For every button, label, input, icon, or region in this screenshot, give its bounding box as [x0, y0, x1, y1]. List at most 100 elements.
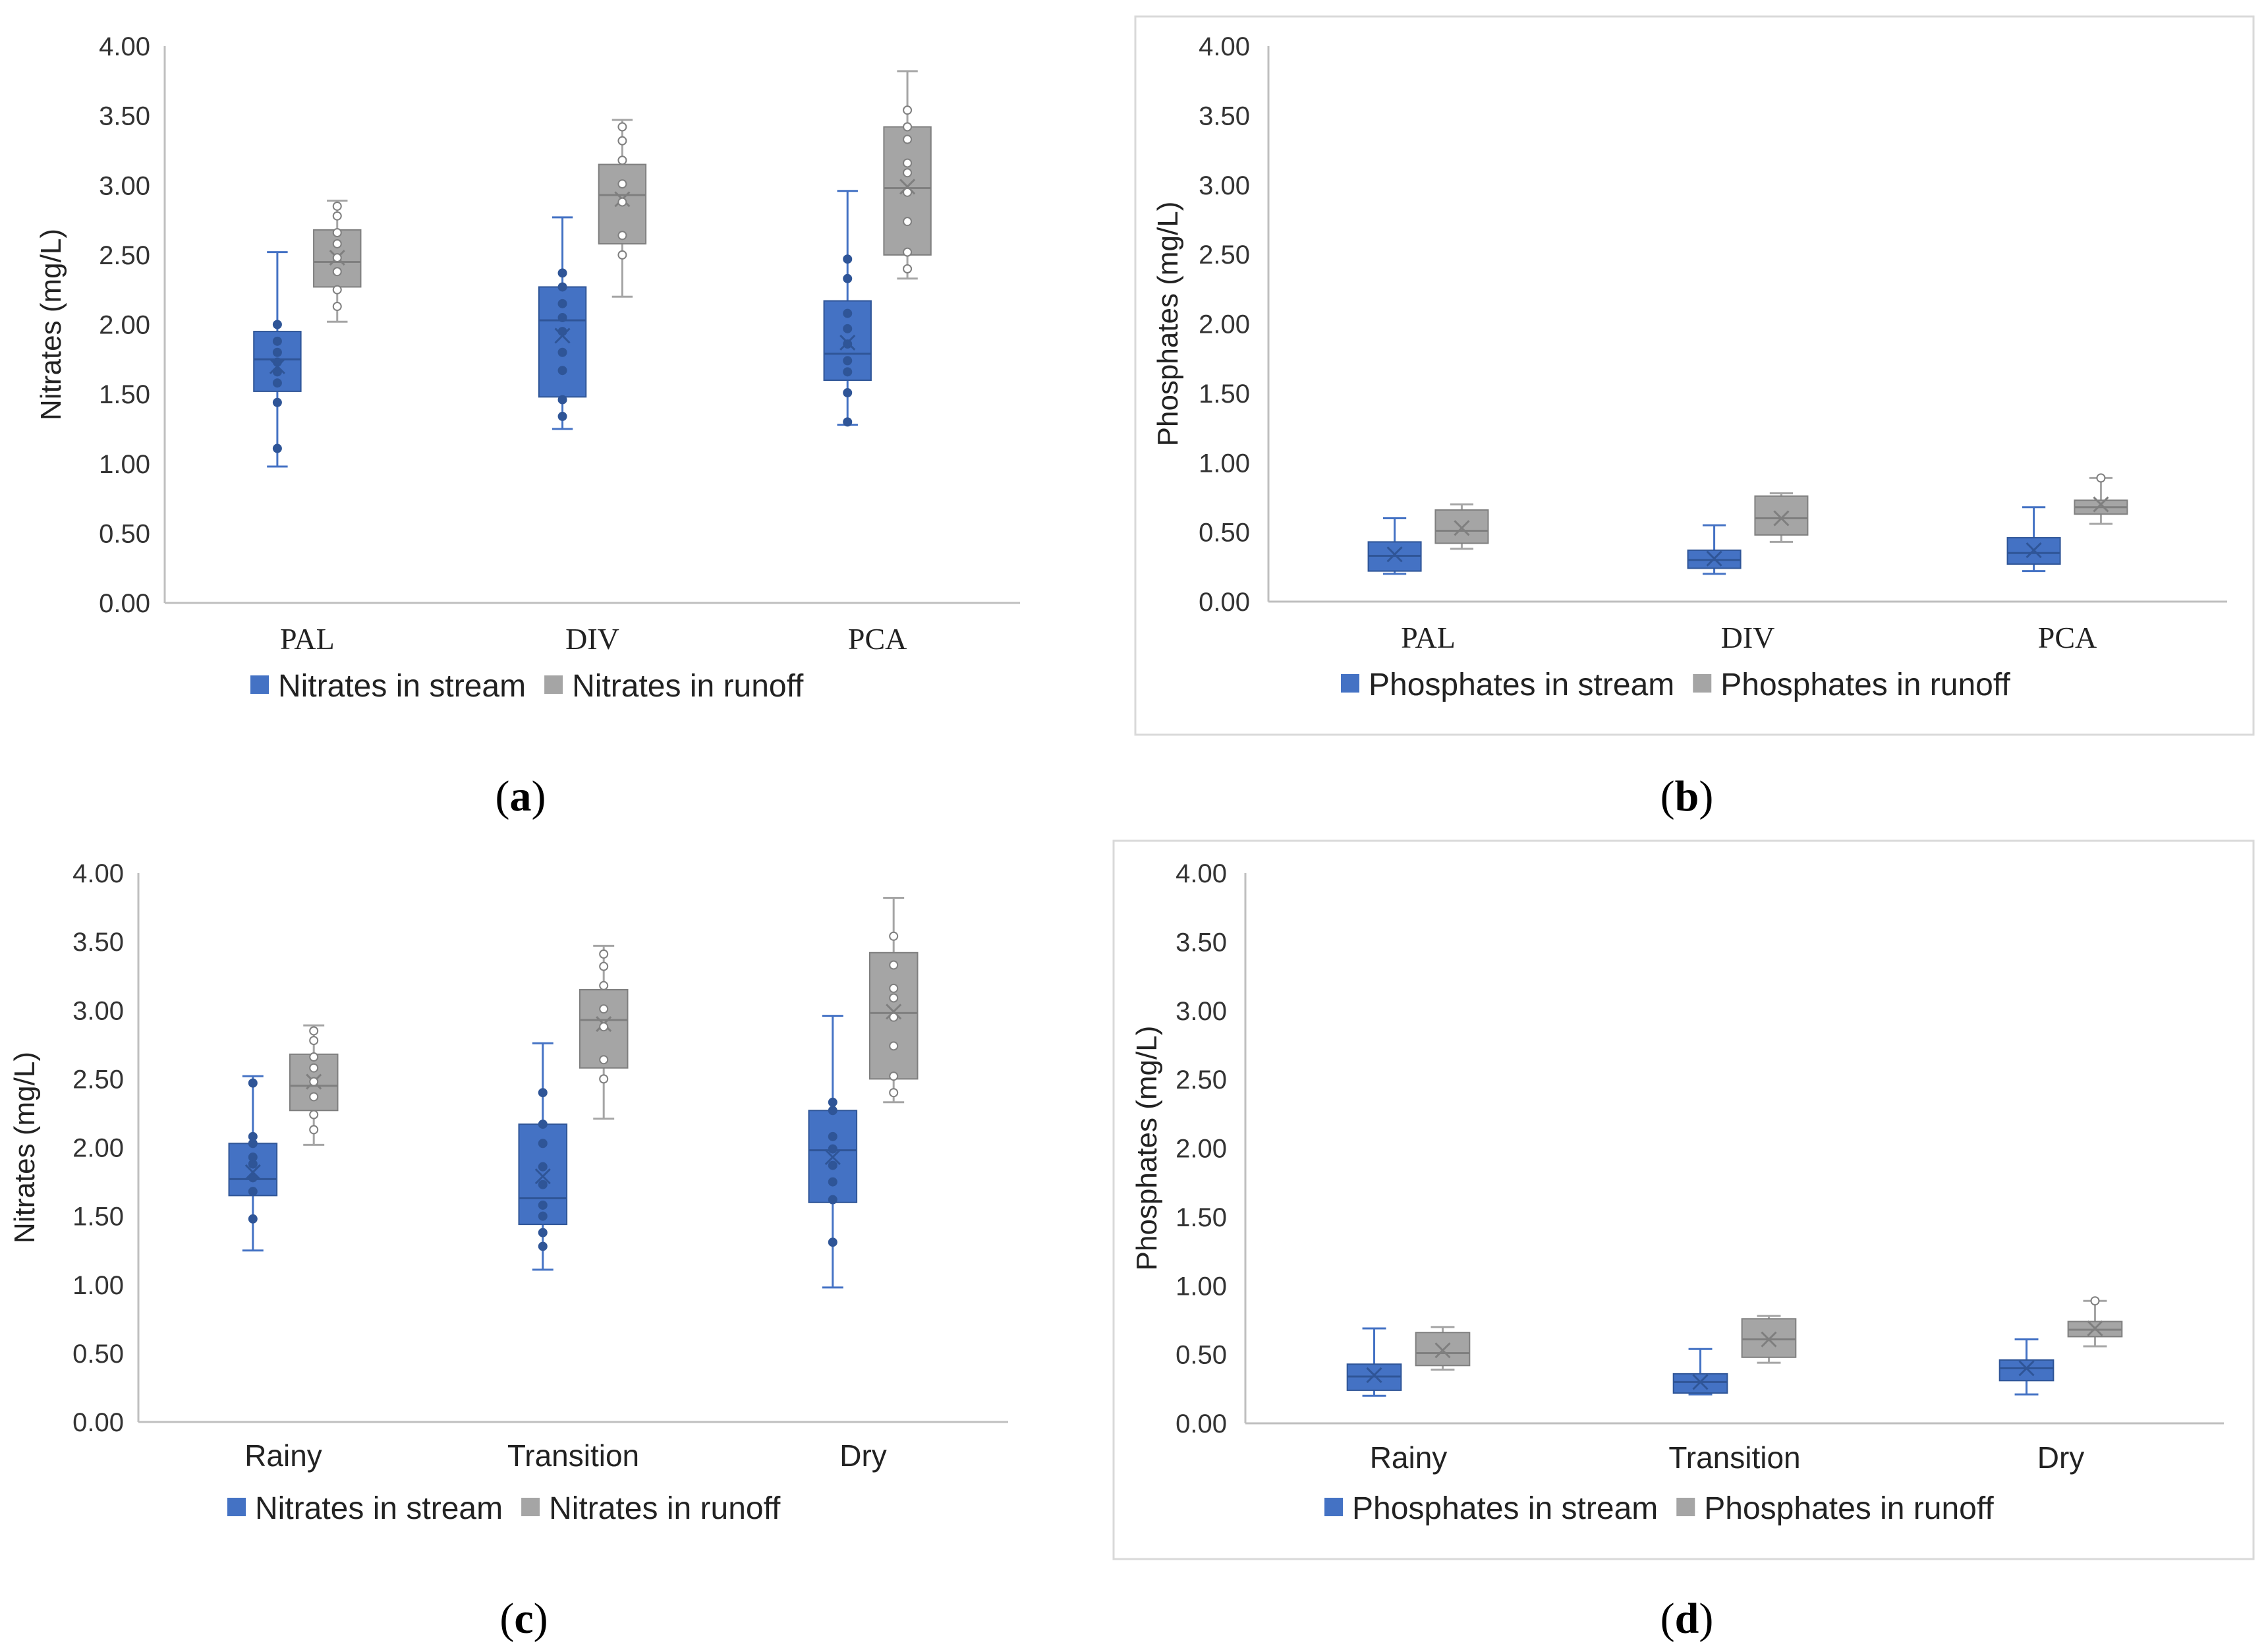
data-point — [309, 1026, 319, 1036]
data-point — [248, 1152, 258, 1162]
y-axis-title: Nitrates (mg/L) — [35, 229, 67, 420]
data-point — [272, 336, 282, 346]
data-point — [332, 267, 342, 277]
legend-label: Nitrates in runoff — [549, 1491, 781, 1526]
data-point — [248, 1173, 258, 1183]
y-axis-title: Phosphates (mg/L) — [1131, 1026, 1163, 1271]
legend-swatch — [544, 675, 563, 694]
y-tick-label: 2.50 — [1199, 241, 1250, 270]
panel-caption: (b) — [1660, 772, 1714, 820]
data-point — [272, 397, 282, 407]
data-point — [332, 285, 342, 295]
legend-label: Phosphates in stream — [1369, 668, 1674, 702]
data-point — [309, 1110, 319, 1120]
y-tick-label: 2.50 — [72, 1065, 124, 1094]
data-point — [828, 1144, 837, 1154]
y-tick-label: 2.00 — [1176, 1135, 1227, 1164]
category-label: Dry — [2037, 1440, 2085, 1475]
y-tick-label: 3.50 — [72, 928, 124, 957]
data-point — [248, 1187, 258, 1197]
data-point — [599, 1055, 609, 1065]
data-point — [828, 1106, 837, 1116]
legend-label: Nitrates in stream — [255, 1491, 503, 1526]
data-point — [557, 268, 567, 278]
y-tick-label: 0.50 — [1199, 519, 1250, 548]
data-point — [272, 320, 282, 329]
data-point — [889, 993, 899, 1003]
y-tick-label: 3.00 — [99, 171, 150, 200]
data-point — [903, 247, 913, 257]
panel-caption: (c) — [499, 1595, 548, 1643]
data-point — [843, 273, 853, 283]
box-body — [598, 163, 647, 244]
box-mean-marker — [244, 1164, 261, 1181]
y-tick-label: 3.50 — [1176, 928, 1227, 957]
data-point — [309, 1077, 319, 1087]
box-mean-marker — [886, 1004, 902, 1020]
box-mean-marker — [1454, 520, 1470, 536]
data-point — [828, 1237, 837, 1247]
data-point — [272, 378, 282, 388]
box-mean-marker — [1434, 1342, 1451, 1359]
box-mean-marker — [2026, 542, 2042, 559]
data-point — [903, 158, 913, 168]
data-point — [903, 134, 913, 144]
y-tick-label: 4.00 — [1199, 32, 1250, 61]
y-tick-label: 1.00 — [99, 450, 150, 479]
data-point — [889, 983, 899, 993]
data-point — [903, 187, 913, 197]
panel-a: 0.00 0.50 1.00 1.50 2.00 2.50 3.00 3.50 4.00 Nitr… — [35, 32, 1020, 820]
data-point — [248, 1214, 258, 1224]
data-point — [903, 168, 913, 178]
data-point — [828, 1097, 837, 1107]
data-point — [332, 302, 342, 312]
box-mean-marker — [1386, 546, 1403, 563]
box-mean-marker — [2087, 1320, 2103, 1337]
data-point — [557, 312, 567, 322]
box-mean-marker — [1761, 1331, 1777, 1348]
data-point — [889, 960, 899, 970]
box-body — [1754, 495, 1809, 536]
data-point — [272, 367, 282, 377]
y-tick-label: 0.00 — [1176, 1409, 1227, 1438]
box-mean-marker — [1366, 1367, 1382, 1383]
data-point — [617, 156, 627, 165]
box-mean-marker — [824, 1149, 841, 1166]
data-point — [828, 1177, 837, 1187]
category-label: DIV — [1721, 621, 1775, 654]
panel-d: 0.00 0.50 1.00 1.50 2.00 2.50 3.00 3.50 4.00 Phos… — [1131, 859, 2224, 1643]
y-tick-label: 1.50 — [99, 380, 150, 409]
data-point — [617, 122, 627, 132]
legend-label: Phosphates in runoff — [1704, 1491, 1994, 1526]
y-tick-label: 2.50 — [99, 241, 150, 270]
category-label: Rainy — [1370, 1440, 1448, 1475]
legend-label: Phosphates in runoff — [1720, 668, 2010, 702]
y-tick-label: 0.00 — [1199, 588, 1250, 617]
y-tick-label: 2.00 — [1199, 310, 1250, 339]
panel-c: 0.00 0.50 1.00 1.50 2.00 2.50 3.00 3.50 4.00 Nitr… — [9, 859, 1008, 1643]
data-point — [332, 211, 342, 221]
data-point — [617, 179, 627, 189]
legend-label: Phosphates in stream — [1352, 1491, 1658, 1526]
data-point — [903, 105, 913, 115]
data-point — [332, 253, 342, 263]
y-tick-label: 1.50 — [72, 1203, 124, 1232]
data-point — [2090, 1296, 2100, 1306]
data-point — [557, 395, 567, 405]
data-point — [617, 197, 627, 207]
category-label: Dry — [839, 1438, 887, 1473]
data-point — [272, 443, 282, 453]
category-label: PCA — [2038, 621, 2097, 654]
data-point — [889, 1041, 899, 1051]
category-label: PCA — [848, 622, 907, 656]
data-point — [599, 949, 609, 959]
data-point — [843, 308, 853, 318]
data-point — [889, 1071, 899, 1081]
data-point — [248, 1131, 258, 1141]
data-point — [557, 411, 567, 421]
data-point — [332, 239, 342, 248]
data-point — [538, 1139, 548, 1149]
category-label: PAL — [280, 622, 335, 656]
data-point — [599, 961, 609, 971]
data-point — [557, 327, 567, 337]
